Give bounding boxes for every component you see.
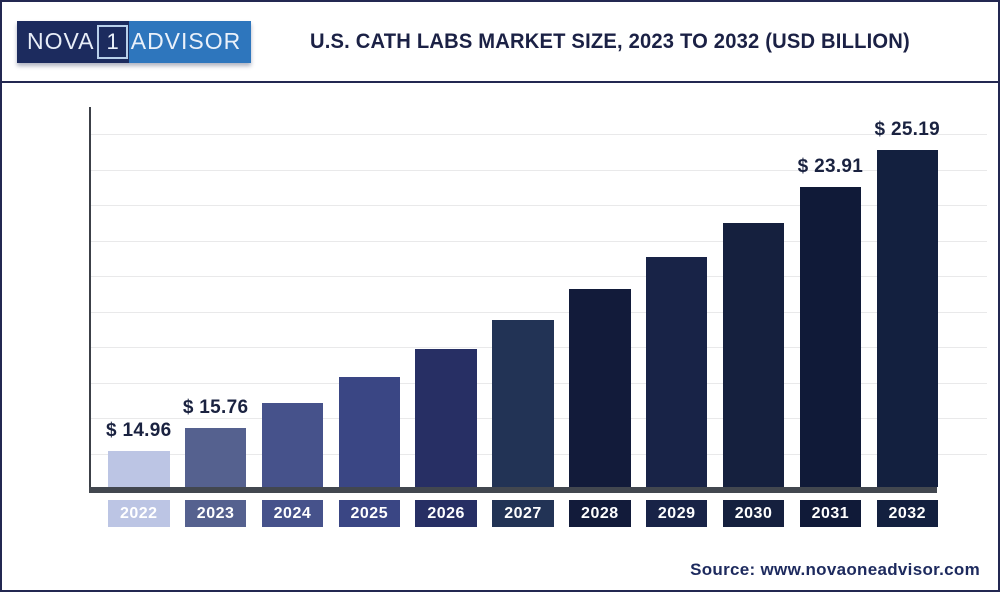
gridline (91, 240, 987, 242)
bar-2030 (722, 223, 785, 487)
nova-one-advisor-logo: NOVA 1 ADVISOR (17, 20, 252, 63)
bar-2031 (799, 187, 862, 487)
logo-text-nova: NOVA (17, 20, 97, 63)
gridline (91, 134, 987, 135)
x-axis-label-2029: 2029 (645, 500, 708, 527)
x-axis-label-2032: 2032 (876, 500, 938, 527)
gridline (91, 205, 987, 206)
bar-2027 (492, 320, 554, 487)
value-label-2031: $ 23.91 (797, 156, 864, 178)
bar-2023 (184, 427, 247, 487)
x-axis-label-2027: 2027 (492, 500, 554, 527)
bar-2022 (108, 451, 170, 487)
value-label-2032: $ 25.19 (874, 118, 940, 140)
bar-2026 (415, 348, 477, 487)
logo-one-box: 1 (96, 20, 129, 63)
logo-text-advisor: ADVISOR (128, 20, 252, 63)
source-attribution: Source: www.novaoneadvisor.com (690, 560, 980, 579)
value-label-2022: $ 14.96 (106, 420, 172, 442)
x-axis-label-2026: 2026 (415, 500, 477, 527)
bar-2032 (876, 149, 938, 487)
x-axis-label-2025: 2025 (338, 500, 401, 527)
x-axis-label-2023: 2023 (184, 500, 247, 527)
x-axis-label-2031: 2031 (799, 500, 862, 527)
gridline (91, 169, 987, 171)
bar-2029 (645, 257, 708, 487)
x-axis-label-2030: 2030 (722, 500, 785, 527)
page-title: U.S. CATH LABS MARKET SIZE, 2023 TO 2032… (310, 29, 911, 53)
gridline (91, 276, 987, 277)
value-label-2023: $ 15.76 (182, 396, 249, 418)
x-axis-line (89, 487, 937, 493)
x-axis-label-2022: 2022 (108, 500, 170, 527)
header: NOVA 1 ADVISOR U.S. CATH LABS MARKET SIZ… (2, 2, 998, 83)
bar-2028 (569, 289, 631, 487)
bar-2024 (261, 402, 324, 487)
x-axis-label-2024: 2024 (261, 500, 324, 527)
gridline (91, 311, 987, 313)
y-axis-line (89, 107, 91, 492)
logo-text-one: 1 (97, 24, 128, 59)
x-axis-label-2028: 2028 (569, 500, 631, 527)
bar-2025 (338, 376, 401, 487)
bar-chart-plot-area: $ 14.96 2022 $ 15.76 2023 2024 2025 2026 2027 20… (89, 107, 987, 527)
